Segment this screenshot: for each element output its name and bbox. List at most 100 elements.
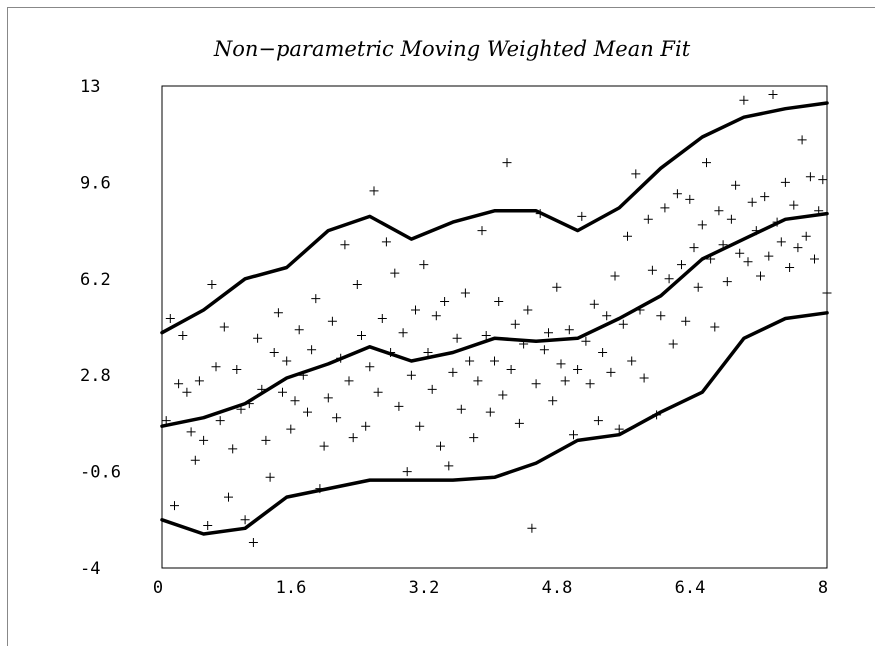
data-point [199,435,209,445]
data-point [751,226,761,236]
data-point [290,396,300,406]
data-point [178,331,188,340]
data-point [577,211,587,221]
data-point [739,95,749,105]
data-point [776,237,786,247]
fit-line-lower [160,311,829,536]
data-point [394,401,404,411]
data-point [294,325,304,335]
data-point [269,348,279,357]
data-point [253,333,263,343]
data-point [797,135,807,145]
data-point [485,407,495,417]
data-point [785,263,795,272]
y-tick-label: -4 [80,559,100,579]
data-point [377,314,387,323]
data-point [319,441,329,451]
data-point [419,260,429,270]
data-point [165,314,175,323]
data-point [311,294,321,304]
data-point [610,271,620,281]
data-point [170,501,179,511]
data-point [710,322,720,332]
data-point [365,362,375,372]
data-point [768,90,778,99]
data-point [789,200,799,210]
data-point [519,339,529,349]
data-point [286,424,296,434]
data-point [510,319,520,329]
data-point [689,243,699,253]
data-point [336,353,346,363]
x-tick-label: 8 [818,578,828,598]
y-tick-label: -0.6 [80,463,121,483]
data-point [357,331,366,340]
data-point [344,376,354,386]
data-point [535,209,545,219]
data-point [564,325,574,335]
data-point [552,282,562,292]
data-point [810,254,819,264]
data-point [352,280,362,289]
data-point [332,413,342,423]
data-point [514,418,524,428]
data-point [544,328,553,338]
data-point [390,268,400,278]
data-point [693,282,703,292]
data-point [203,521,213,530]
data-point [685,194,695,204]
data-point [623,231,632,241]
data-point [273,308,283,318]
data-point [573,365,583,374]
data-point [506,365,516,374]
data-point [431,311,441,321]
data-point [298,370,308,380]
data-point [161,416,171,426]
data-point [215,416,225,426]
data-point [444,461,454,471]
data-point [618,319,628,329]
data-point [614,424,624,434]
data-point [527,523,537,533]
data-point [702,158,711,168]
data-point [747,197,757,207]
data-point [664,274,674,284]
data-point [477,226,487,236]
data-point [548,396,558,406]
data-point [494,297,504,306]
fit-line-mean [160,211,829,428]
data-point [760,192,770,202]
data-point [261,435,271,445]
data-point [498,390,508,400]
data-point [581,336,591,346]
data-point [411,305,420,315]
data-point [219,322,229,332]
data-point [677,260,686,270]
data-point [436,441,445,451]
y-axis-tick-labels: 13 9.6 6.2 2.8 -0.6 -4 [80,77,121,579]
data-point [373,387,383,397]
data-point [456,404,466,414]
data-point [805,172,815,182]
data-point [236,404,246,414]
frame-top-line [7,7,875,8]
data-point [490,356,499,366]
data-point [398,328,408,338]
data-point [531,379,541,389]
data-point [635,305,645,315]
data-point [718,240,728,250]
data-point [427,384,437,394]
data-point [598,348,608,357]
data-point [822,288,832,298]
data-point [406,370,416,380]
data-point [257,384,267,394]
x-tick-label: 1.6 [276,578,307,598]
data-point [402,467,412,477]
data-point [211,362,221,372]
x-tick-label: 4.8 [542,578,573,598]
data-point [714,206,724,216]
y-tick-label: 13 [80,77,100,97]
data-point [589,299,599,309]
data-point [681,316,691,326]
data-point [722,277,732,287]
